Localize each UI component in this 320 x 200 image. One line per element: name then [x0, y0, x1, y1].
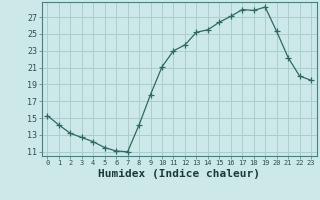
- X-axis label: Humidex (Indice chaleur): Humidex (Indice chaleur): [98, 169, 260, 179]
